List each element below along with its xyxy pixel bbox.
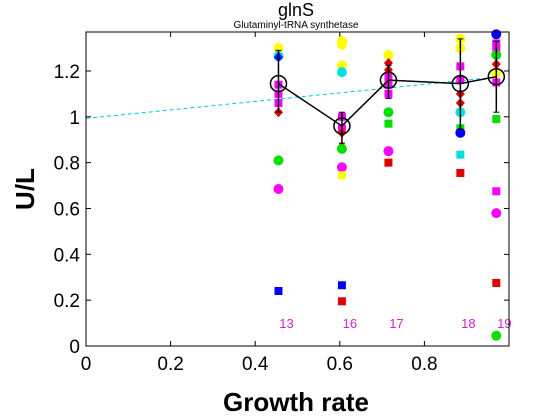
data-point	[492, 187, 501, 196]
count-label: 17	[389, 316, 403, 331]
count-label: 16	[343, 316, 357, 331]
data-point	[383, 107, 394, 118]
mean-marker	[451, 74, 470, 93]
data-point	[337, 171, 346, 180]
y-tick-label: 1.2	[54, 62, 80, 83]
chart-title: glnS	[278, 0, 314, 20]
data-points	[273, 29, 502, 341]
y-tick-label: 0.8	[54, 154, 80, 175]
data-point	[492, 115, 501, 124]
data-point	[336, 60, 347, 71]
x-axis-label: Growth rate	[223, 387, 369, 417]
count-label: 18	[461, 316, 475, 331]
chart-subtitle: Glutaminyl-tRNA synthetase	[233, 20, 358, 31]
data-point	[337, 297, 346, 306]
data-point	[384, 158, 393, 167]
trend-line	[85, 76, 497, 119]
y-tick-label: 0.4	[54, 245, 81, 266]
y-tick-label: 0	[69, 337, 80, 358]
count-label: 19	[497, 316, 511, 331]
mean-marker	[487, 67, 506, 86]
data-point	[336, 39, 347, 50]
x-tick-label: 0.2	[157, 354, 183, 375]
data-point	[491, 29, 502, 40]
mean-marker	[379, 71, 398, 89]
mean-layer	[269, 38, 506, 144]
x-tick-label: 0.6	[327, 354, 353, 375]
data-point	[273, 184, 284, 194]
data-point	[337, 281, 346, 290]
data-point	[274, 286, 283, 295]
data-point	[336, 162, 347, 173]
mean-marker	[333, 117, 351, 135]
data-point	[383, 146, 394, 157]
axis-ticks: 0 0.2 0.4 0.6 0.8 0 0.2 0.4 0.6 0.8 1 1.2	[54, 32, 509, 375]
data-point	[336, 67, 347, 78]
data-point	[455, 127, 466, 138]
trend-layer	[85, 76, 497, 119]
data-point	[336, 143, 347, 154]
data-point	[383, 49, 394, 60]
data-point	[491, 208, 502, 219]
sample-count-labels: 13 16 17 18 19	[279, 316, 511, 331]
data-point	[491, 330, 502, 341]
data-point	[456, 150, 465, 159]
y-tick-label: 0.6	[54, 199, 80, 220]
data-point	[273, 155, 284, 166]
x-tick-label: 0.8	[411, 354, 437, 375]
y-tick-label: 1	[69, 108, 80, 129]
y-tick-label: 0.2	[54, 291, 80, 312]
x-tick-label: 0	[81, 354, 92, 375]
mean-marker	[269, 74, 288, 93]
y-axis-label: U/L	[10, 168, 40, 210]
count-label: 13	[279, 316, 293, 331]
plot-frame	[85, 31, 510, 347]
x-tick-label: 0.4	[242, 354, 269, 375]
data-point	[456, 168, 465, 177]
data-point	[384, 119, 393, 128]
data-point	[492, 278, 501, 287]
